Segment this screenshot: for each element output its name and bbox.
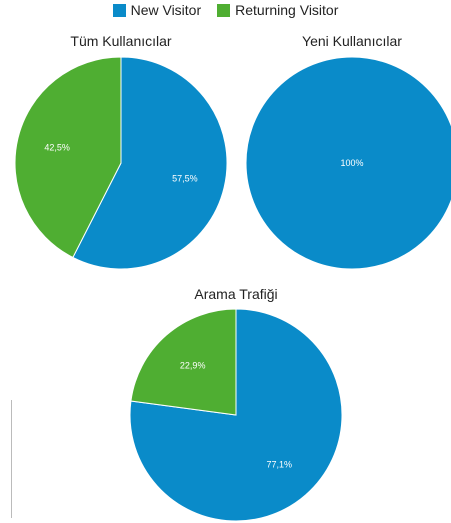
legend-item-returning-visitor[interactable]: Returning Visitor — [217, 2, 338, 18]
pie-0-slice-returning-visitor[interactable] — [14, 56, 122, 259]
pie-1-slice-new-visitor[interactable] — [245, 56, 451, 270]
legend: New Visitor Returning Visitor — [0, 2, 451, 18]
pie-2-slice-returning-visitor[interactable] — [130, 308, 237, 416]
legend-item-new-visitor[interactable]: New Visitor — [112, 2, 202, 18]
legend-label-new-visitor: New Visitor — [130, 2, 202, 18]
pie-2-label-1: 22,9% — [180, 361, 206, 371]
chart-title-arama-trafigi: Arama Trafiği — [194, 286, 278, 302]
pie-1-label-0: 100% — [340, 158, 363, 168]
pie-0-slice-new-visitor[interactable] — [72, 56, 228, 270]
legend-swatch-returning-visitor — [217, 3, 231, 17]
legend-label-returning-visitor: Returning Visitor — [235, 2, 339, 18]
legend-swatch-new-visitor — [112, 3, 126, 17]
chart-title-tum-kullanicilar: Tüm Kullanıcılar — [70, 33, 172, 49]
divider-line — [11, 400, 12, 518]
pie-0-label-0: 57,5% — [172, 173, 198, 183]
chart-title-yeni-kullanicilar: Yeni Kullanıcılar — [302, 33, 402, 49]
pie-0-label-1: 42,5% — [44, 143, 70, 153]
pie-2-label-0: 77,1% — [267, 459, 293, 469]
